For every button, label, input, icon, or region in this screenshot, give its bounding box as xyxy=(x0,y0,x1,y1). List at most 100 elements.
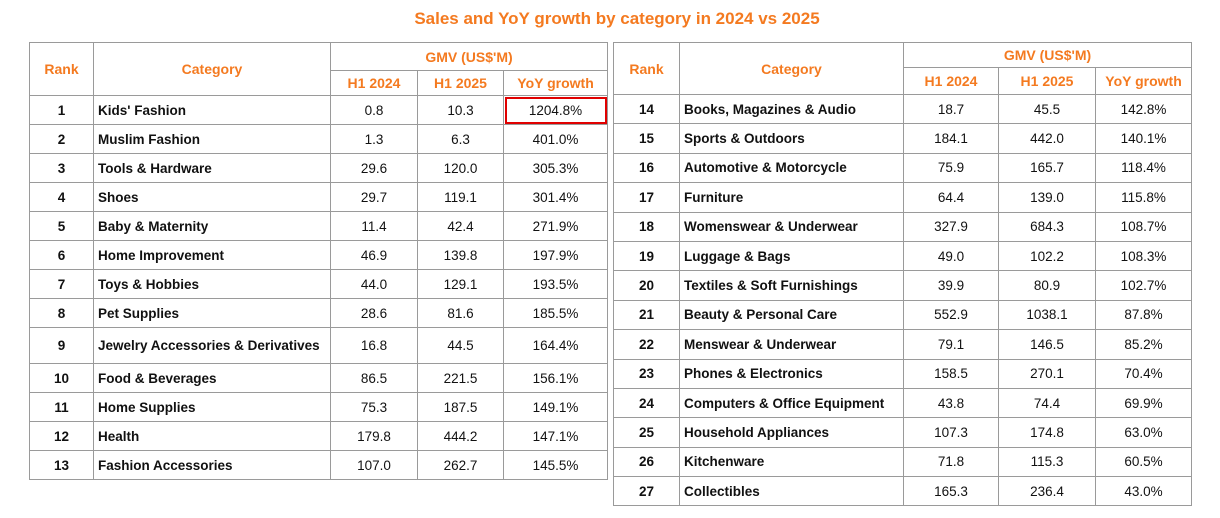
cell-category: Toys & Hobbies xyxy=(93,269,331,299)
table-row: 11 Home Supplies 75.3 187.5 149.1% xyxy=(29,392,609,422)
table-row: 25 Household Appliances 107.3 174.8 63.0% xyxy=(613,417,1193,448)
table-row: 5 Baby & Maternity 11.4 42.4 271.9% xyxy=(29,211,609,241)
cell-rank: 2 xyxy=(29,124,94,154)
cell-h1-2024: 43.8 xyxy=(903,387,999,419)
cell-category: Food & Beverages xyxy=(93,363,331,393)
cell-yoy: 193.5% xyxy=(502,269,609,299)
cell-h1-2024: 39.9 xyxy=(903,270,999,301)
cell-category: Luggage & Bags xyxy=(679,240,904,272)
cell-rank: 8 xyxy=(29,298,94,328)
cell-yoy: 102.7% xyxy=(1094,270,1193,301)
cell-rank: 7 xyxy=(29,269,94,299)
header-rank: Rank xyxy=(29,42,94,96)
header-category: Category xyxy=(93,42,331,96)
cell-h1-2025: 444.2 xyxy=(417,421,504,451)
cell-category: Kids' Fashion xyxy=(93,95,331,125)
cell-yoy: 69.9% xyxy=(1094,387,1193,419)
cell-rank: 4 xyxy=(29,182,94,212)
cell-yoy: 149.1% xyxy=(502,392,609,422)
cell-h1-2025: 139.8 xyxy=(417,240,504,270)
table-row: 9 Jewelry Accessories & Derivatives 16.8 44… xyxy=(29,327,609,364)
cell-h1-2025: 1038.1 xyxy=(998,299,1096,331)
cell-category: Books, Magazines & Audio xyxy=(679,93,904,125)
cell-category: Pet Supplies xyxy=(93,298,331,328)
cell-rank: 11 xyxy=(29,392,94,422)
cell-h1-2025: 129.1 xyxy=(417,269,504,299)
cell-category: Home Improvement xyxy=(93,240,331,270)
cell-category: Phones & Electronics xyxy=(679,358,904,389)
cell-rank: 23 xyxy=(613,358,680,389)
cell-yoy: 87.8% xyxy=(1094,299,1193,331)
cell-h1-2025: 146.5 xyxy=(998,329,1096,360)
table-row: 15 Sports & Outdoors 184.1 442.0 140.1% xyxy=(613,123,1193,154)
cell-category: Baby & Maternity xyxy=(93,211,331,241)
header-gmv: GMV (US$'M) xyxy=(329,42,609,71)
cell-yoy: 156.1% xyxy=(502,363,609,393)
cell-yoy: 271.9% xyxy=(502,211,609,241)
cell-h1-2024: 552.9 xyxy=(903,299,999,331)
cell-yoy: 115.8% xyxy=(1094,182,1193,213)
cell-h1-2025: 236.4 xyxy=(998,476,1096,507)
table-row: 12 Health 179.8 444.2 147.1% xyxy=(29,421,609,451)
cell-rank: 12 xyxy=(29,421,94,451)
cell-rank: 25 xyxy=(613,417,680,448)
table-row: 4 Shoes 29.7 119.1 301.4% xyxy=(29,182,609,212)
cell-category: Furniture xyxy=(679,182,904,213)
cell-h1-2024: 86.5 xyxy=(330,363,418,393)
table-row: 14 Books, Magazines & Audio 18.7 45.5 142.8% xyxy=(613,93,1193,125)
cell-category: Home Supplies xyxy=(93,392,331,422)
cell-rank: 22 xyxy=(613,329,680,360)
table-row: 1 Kids' Fashion 0.8 10.3 1204.8% xyxy=(29,95,609,125)
cell-h1-2025: 120.0 xyxy=(417,153,504,183)
cell-h1-2024: 179.8 xyxy=(330,421,418,451)
cell-h1-2025: 270.1 xyxy=(998,358,1096,389)
header-h1-2025: H1 2025 xyxy=(417,70,504,96)
cell-h1-2024: 64.4 xyxy=(903,182,999,213)
cell-rank: 6 xyxy=(29,240,94,270)
cell-yoy: 63.0% xyxy=(1094,417,1193,448)
cell-yoy: 140.1% xyxy=(1094,123,1193,154)
table-row: 2 Muslim Fashion 1.3 6.3 401.0% xyxy=(29,124,609,154)
table-row: 19 Luggage & Bags 49.0 102.2 108.3% xyxy=(613,240,1193,272)
cell-rank: 26 xyxy=(613,446,680,478)
header-h1-2025: H1 2025 xyxy=(998,67,1096,95)
cell-category: Menswear & Underwear xyxy=(679,329,904,360)
cell-yoy: 185.5% xyxy=(502,298,609,328)
cell-h1-2025: 44.5 xyxy=(417,327,504,364)
header-yoy: YoY growth xyxy=(1094,67,1193,95)
cell-h1-2024: 75.3 xyxy=(330,392,418,422)
cell-rank: 21 xyxy=(613,299,680,331)
cell-yoy: 164.4% xyxy=(502,327,609,364)
cell-rank: 15 xyxy=(613,123,680,154)
cell-h1-2025: 174.8 xyxy=(998,417,1096,448)
cell-category: Tools & Hardware xyxy=(93,153,331,183)
table-row: 22 Menswear & Underwear 79.1 146.5 85.2% xyxy=(613,329,1193,360)
cell-yoy: 118.4% xyxy=(1094,152,1193,184)
table-row: 18 Womenswear & Underwear 327.9 684.3 108.7% xyxy=(613,211,1193,242)
table-row: 20 Textiles & Soft Furnishings 39.9 80.9 102… xyxy=(613,270,1193,301)
table-row: 26 Kitchenware 71.8 115.3 60.5% xyxy=(613,446,1193,478)
cell-yoy: 197.9% xyxy=(502,240,609,270)
cell-category: Shoes xyxy=(93,182,331,212)
cell-category: Kitchenware xyxy=(679,446,904,478)
cell-h1-2024: 0.8 xyxy=(330,95,418,125)
cell-h1-2024: 49.0 xyxy=(903,240,999,272)
cell-h1-2025: 187.5 xyxy=(417,392,504,422)
table-row: 10 Food & Beverages 86.5 221.5 156.1% xyxy=(29,363,609,393)
cell-h1-2024: 1.3 xyxy=(330,124,418,154)
cell-h1-2024: 18.7 xyxy=(903,93,999,125)
header-yoy: YoY growth xyxy=(502,70,609,96)
cell-h1-2024: 29.6 xyxy=(330,153,418,183)
table-row: 23 Phones & Electronics 158.5 270.1 70.4% xyxy=(613,358,1193,389)
cell-h1-2025: 10.3 xyxy=(417,95,504,125)
cell-rank: 18 xyxy=(613,211,680,242)
cell-category: Jewelry Accessories & Derivatives xyxy=(93,327,331,364)
cell-h1-2025: 165.7 xyxy=(998,152,1096,184)
cell-h1-2025: 42.4 xyxy=(417,211,504,241)
cell-category: Beauty & Personal Care xyxy=(679,299,904,331)
cell-h1-2024: 11.4 xyxy=(330,211,418,241)
cell-rank: 16 xyxy=(613,152,680,184)
cell-yoy: 305.3% xyxy=(502,153,609,183)
cell-category: Textiles & Soft Furnishings xyxy=(679,270,904,301)
header-gmv: GMV (US$'M) xyxy=(902,42,1193,68)
